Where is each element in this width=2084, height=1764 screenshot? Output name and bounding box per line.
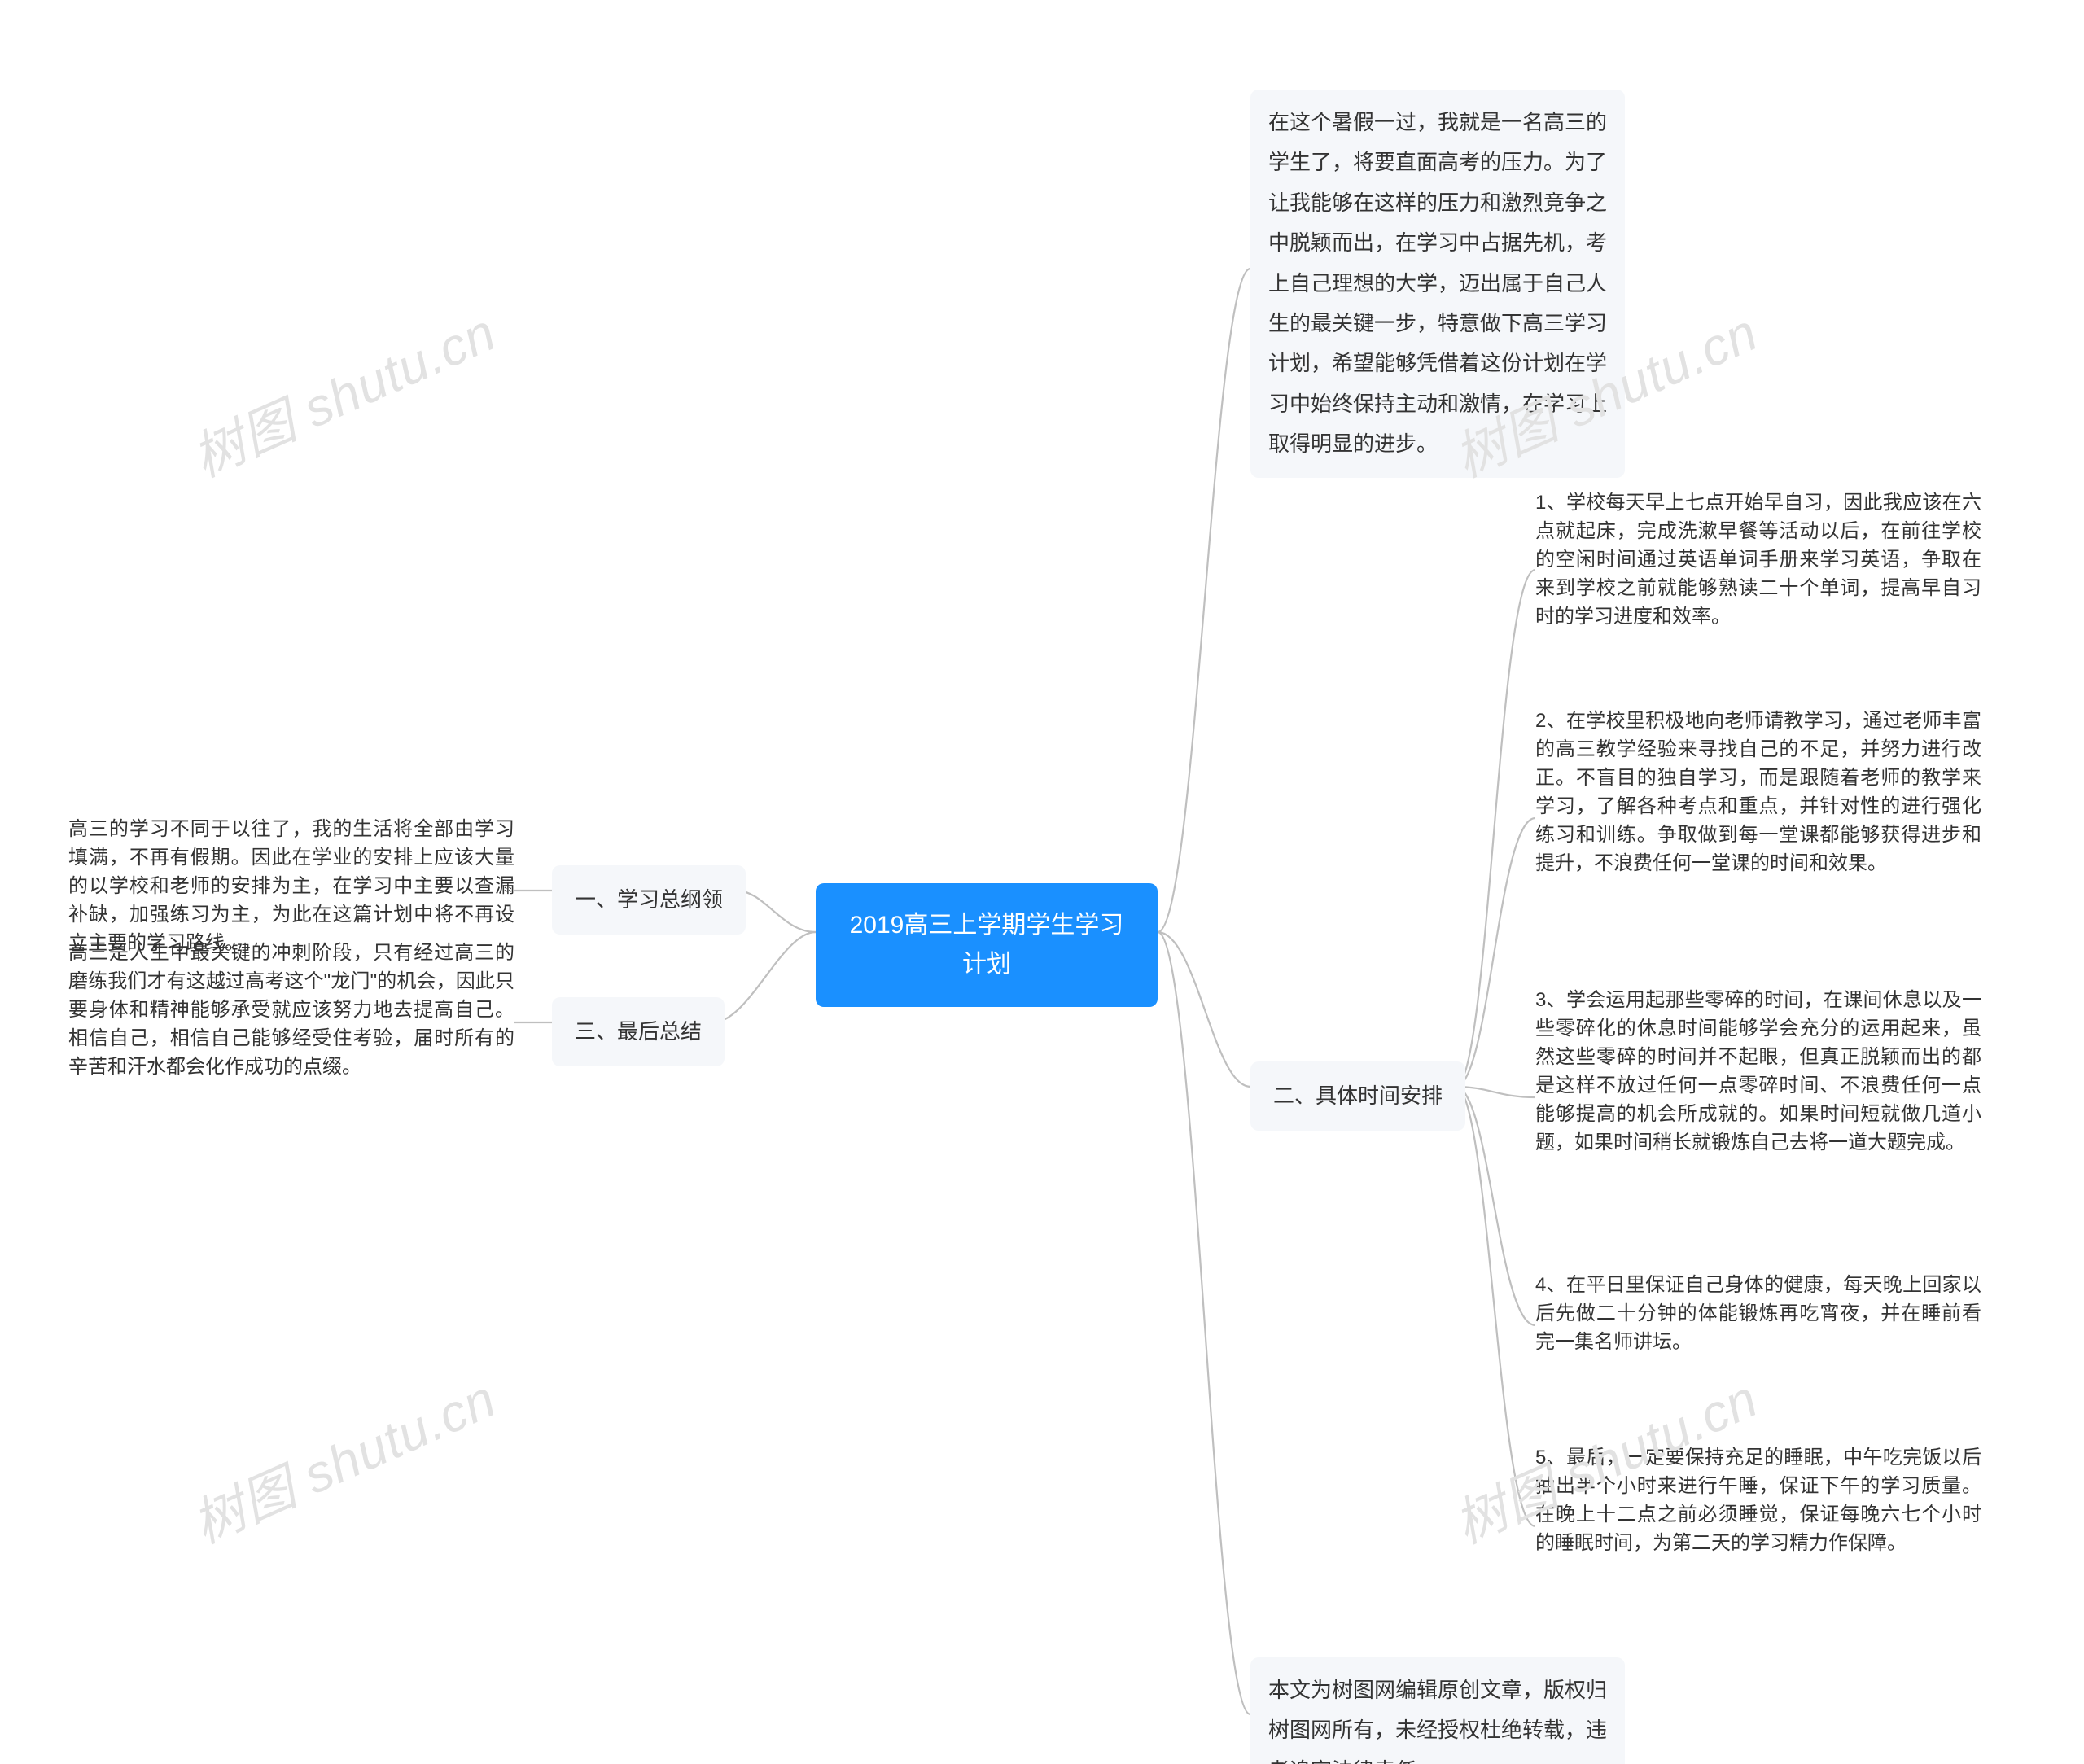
connector [1456,1087,1535,1097]
connector [1456,818,1535,1087]
connector [1158,269,1250,932]
connector [1456,1087,1535,1325]
connector [1456,570,1535,1087]
branch-2[interactable]: 二、具体时间安排 [1250,1061,1465,1131]
branch-3-leaf: 高三是人生中最关键的冲刺阶段，只有经过高三的磨练我们才有这越过高考这个"龙门"的… [68,936,514,1079]
connector [736,891,816,932]
branch-3[interactable]: 三、最后总结 [552,997,725,1066]
intro-box[interactable]: 在这个暑假一过，我就是一名高三的学生了，将要直面高考的压力。为了让我能够在这样的… [1250,90,1625,478]
mindmap-canvas: 2019高三上学期学生学习 计划 一、学习总纲领 高三的学习不同于以往了，我的生… [0,0,2084,1764]
connector [1456,1087,1535,1526]
connector [713,932,816,1022]
connector [1158,932,1250,1714]
branch-2-leaf-4: 4、在平日里保证自己身体的健康，每天晚上回家以后先做二十分钟的体能锻炼再吃宵夜，… [1535,1268,1981,1354]
watermark: 树图 shutu.cn [179,1358,506,1558]
root-node[interactable]: 2019高三上学期学生学习 计划 [816,883,1158,1007]
branch-2-leaf-3: 3、学会运用起那些零碎的时间，在课间休息以及一些零碎化的休息时间能够学会充分的运… [1535,983,1981,1154]
branch-1[interactable]: 一、学习总纲领 [552,865,746,935]
branch-2-leaf-1: 1、学校每天早上七点开始早自习，因此我应该在六点就起床，完成洗漱早餐等活动以后，… [1535,486,1981,628]
branch-1-leaf: 高三的学习不同于以往了，我的生活将全部由学习填满，不再有假期。因此在学业的安排上… [68,812,514,955]
connector [1158,932,1250,1087]
branch-2-leaf-2: 2、在学校里积极地向老师请教学习，通过老师丰富的高三教学经验来寻找自己的不足，并… [1535,704,1981,875]
copyright-box: 本文为树图网编辑原创文章，版权归树图网所有，未经授权杜绝转载，违者追究法律责任。 [1250,1657,1625,1764]
branch-2-leaf-5: 5、最后，一定要保持充足的睡眠，中午吃完饭以后抽出半个小时来进行午睡，保证下午的… [1535,1441,1981,1555]
watermark: 树图 shutu.cn [179,291,506,492]
